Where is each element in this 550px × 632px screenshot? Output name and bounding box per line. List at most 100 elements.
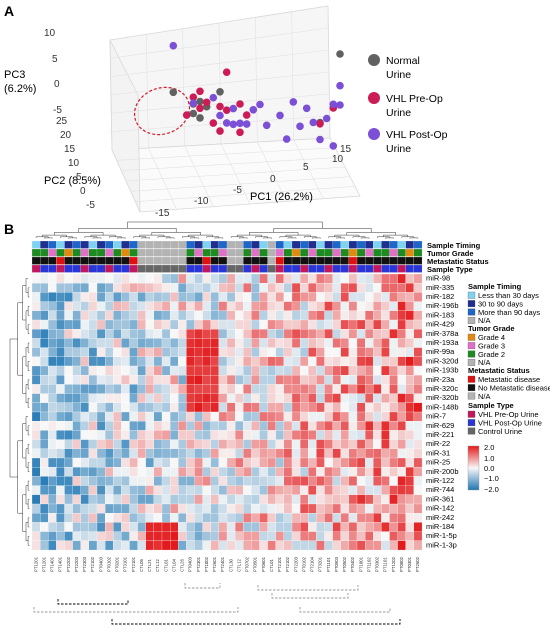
annotation-cell [235,264,244,273]
pca-point [189,93,198,101]
heatmap-cell [137,338,146,348]
heatmap-cell [48,393,57,403]
heatmap-cell [80,522,90,532]
heatmap-cell [243,513,252,523]
annotation-cell [243,264,252,273]
heatmap-cell [356,430,366,440]
heatmap-cell [178,393,187,403]
heatmap-cell [389,457,398,468]
heatmap-cell [291,476,301,486]
heatmap-cell [96,476,106,486]
heatmap-cell [137,292,146,302]
heatmap-cell [308,448,317,459]
heatmap-cell [48,430,57,440]
heatmap-cell [129,430,138,440]
heatmap-cell [170,457,179,468]
annotation-cell [202,264,211,273]
heatmap-cell [373,356,382,367]
row-label: miR-335 [426,283,454,292]
annotation-cell [129,240,138,249]
heatmap-cell [275,467,285,477]
heatmap-cell [40,485,49,495]
heatmap-cell [129,421,138,431]
heatmap-cell [397,476,406,486]
heatmap-cell [348,421,358,431]
heatmap-cell [267,347,276,357]
annotation-cell [153,256,163,265]
heatmap-cell [267,375,276,385]
heatmap-cell [186,485,195,495]
heatmap-cell [365,439,374,449]
heatmap-cell [178,439,187,449]
row-label: miR-200b [426,467,459,476]
heatmap-cell [308,411,317,422]
heatmap-cell [332,283,341,293]
heatmap-cell [48,540,57,551]
pca-point [262,121,271,130]
heatmap-cell [348,375,358,385]
heatmap-cell [332,485,341,495]
heatmap-cell [226,356,236,367]
heatmap-cell [275,439,285,449]
heatmap-cell [113,531,122,541]
annotation-cell [202,256,211,265]
colorbar-tick: 2.0 [484,443,494,452]
heatmap-cell [202,448,211,459]
heatmap-cell [373,448,382,459]
heatmap-cell [40,402,49,413]
annotation-cell [356,240,366,249]
annotation-cell [88,248,98,257]
heatmap-cell [373,338,382,348]
heatmap-cell [259,283,268,293]
heatmap-cell [389,448,398,459]
heatmap-cell [413,485,423,495]
heatmap-cell [332,448,341,459]
column-label: PT2203 [293,556,298,572]
heatmap-cell [251,356,260,367]
heatmap-cell [96,513,106,523]
heatmap-cell [300,540,309,551]
heatmap-cell [64,457,73,468]
row-label: miR-98 [426,274,450,283]
heatmap-cell [397,485,406,495]
heatmap-cell [48,292,57,302]
heatmap-cell [56,338,65,348]
heatmap-cell [283,439,293,449]
heatmap-cell [365,421,374,431]
heatmap-cell [121,301,130,311]
heatmap-cell [186,384,195,394]
heatmap-cell [153,467,163,477]
heatmap-cell [153,531,163,541]
heatmap-cell [397,421,406,431]
heatmap-cell [405,347,415,357]
annotation-cell [291,256,301,265]
heatmap-cell [105,356,114,367]
heatmap-cell [356,513,366,523]
heatmap-cell [56,292,65,302]
heatmap-cell [251,513,260,523]
heatmap-cell [389,273,398,284]
heatmap-cell [210,402,220,413]
heatmap-cell [324,467,333,477]
heatmap-cell [186,319,195,330]
heatmap-cell [365,273,374,284]
annotation-cell [397,240,406,249]
heatmap-cell [88,393,98,403]
heatmap-cell [40,467,49,477]
heatmap-cell [178,467,187,477]
heatmap-cell [31,273,41,284]
heatmap-cell [194,273,203,284]
colorbar-tick: 0.0 [484,464,494,473]
heatmap-cell [129,319,138,330]
heatmap-cell [235,338,244,348]
heatmap-cell [194,540,203,551]
heatmap-cell [145,329,155,339]
annotation-cell [31,240,41,249]
heatmap-cell [405,522,415,532]
heatmap-cell [121,513,130,523]
pair-bracket [33,607,239,613]
heatmap-cell [259,531,268,541]
heatmap-cell [161,310,171,321]
heatmap-cell [186,448,195,459]
heatmap-cell [31,338,41,348]
